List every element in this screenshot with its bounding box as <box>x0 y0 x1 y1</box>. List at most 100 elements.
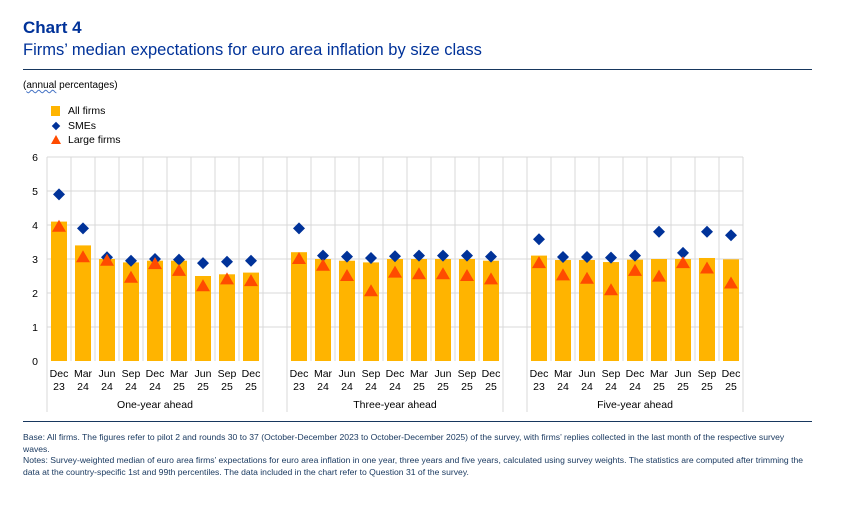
x-tick-label-month: Dec <box>722 368 741 380</box>
x-tick-label-year: 25 <box>653 381 665 393</box>
marker-smes <box>53 188 65 201</box>
marker-smes <box>461 249 473 262</box>
marker-large-firms <box>412 267 426 280</box>
x-tick-label-month: Dec <box>290 368 309 380</box>
x-tick-label-year: 24 <box>125 381 137 393</box>
footnotes: Base: All firms. The figures refer to pi… <box>23 432 813 478</box>
bar-all-firms <box>483 260 499 361</box>
marker-large-firms <box>76 250 90 263</box>
group-label: Three-year ahead <box>353 399 437 411</box>
marker-smes <box>365 251 377 264</box>
x-tick-label-year: 24 <box>77 381 89 393</box>
x-tick-label-month: Jun <box>675 368 692 380</box>
x-tick-label-year: 24 <box>605 381 617 393</box>
x-tick-label-month: Sep <box>602 368 621 380</box>
marker-large-firms <box>484 272 498 285</box>
marker-smes <box>677 246 689 259</box>
bar-all-firms <box>387 259 403 361</box>
bar-all-firms <box>315 259 331 361</box>
x-tick-label-month: Dec <box>530 368 549 380</box>
bar-all-firms <box>411 259 427 361</box>
x-tick-label-month: Sep <box>698 368 717 380</box>
y-tick-label: 1 <box>32 322 38 334</box>
bar-all-firms <box>51 221 67 361</box>
bar-all-firms <box>531 255 547 361</box>
bar-all-firms <box>699 257 715 361</box>
x-tick-label-year: 24 <box>629 381 641 393</box>
bar-all-firms <box>219 274 235 361</box>
marker-large-firms <box>628 263 642 276</box>
marker-large-firms <box>292 252 306 264</box>
marker-smes <box>125 254 137 267</box>
legend-label: Large firms <box>68 134 121 147</box>
chart-number: Chart 4 <box>23 18 82 37</box>
x-tick-label-month: Dec <box>242 368 261 380</box>
x-tick-label-year: 24 <box>101 381 113 393</box>
x-tick-label-month: Sep <box>458 368 477 380</box>
x-tick-label-year: 25 <box>725 381 737 393</box>
marker-large-firms <box>556 268 570 281</box>
x-tick-label-year: 23 <box>53 381 65 393</box>
bar-all-firms <box>123 262 139 361</box>
x-tick-label-month: Dec <box>482 368 501 380</box>
x-tick-label-year: 25 <box>437 381 449 393</box>
marker-large-firms <box>436 267 450 280</box>
x-tick-label-year: 25 <box>461 381 473 393</box>
y-tick-label: 6 <box>32 152 38 164</box>
marker-large-firms <box>100 253 114 266</box>
marker-smes <box>389 250 401 263</box>
x-tick-label-year: 25 <box>677 381 689 393</box>
footnote-base: Base: All firms. The figures refer to pi… <box>23 432 785 454</box>
marker-smes <box>437 249 449 262</box>
bar-all-firms <box>627 259 643 361</box>
marker-large-firms <box>652 269 666 282</box>
bar-all-firms <box>243 272 259 361</box>
units-prefix: ( <box>23 80 27 91</box>
x-tick-label-month: Sep <box>122 368 141 380</box>
marker-large-firms <box>172 263 186 276</box>
marker-smes <box>701 225 713 238</box>
x-tick-label-year: 24 <box>149 381 161 393</box>
marker-large-firms <box>244 274 258 287</box>
bar-all-firms <box>651 259 667 361</box>
y-tick-label: 0 <box>32 356 38 368</box>
x-tick-label-year: 25 <box>197 381 209 393</box>
bar-all-firms <box>579 260 595 361</box>
x-tick-label-year: 25 <box>245 381 257 393</box>
marker-smes <box>533 233 545 246</box>
title-divider <box>23 69 812 70</box>
marker-smes <box>557 250 569 263</box>
marker-large-firms <box>388 265 402 278</box>
x-tick-label-year: 23 <box>293 381 305 393</box>
x-tick-label-year: 25 <box>173 381 185 393</box>
x-tick-label-month: Dec <box>626 368 645 380</box>
x-tick-label-month: Mar <box>410 368 429 380</box>
triangle-icon <box>50 134 62 146</box>
x-tick-label-year: 25 <box>485 381 497 393</box>
y-tick-label: 3 <box>32 254 38 266</box>
bar-all-firms <box>435 259 451 361</box>
x-tick-label-year: 24 <box>557 381 569 393</box>
bar-all-firms <box>75 245 91 361</box>
x-tick-label-year: 24 <box>365 381 377 393</box>
marker-large-firms <box>460 269 474 281</box>
units-label: (annual percentages) <box>23 80 118 91</box>
marker-large-firms <box>220 272 234 285</box>
group-label: One-year ahead <box>117 399 193 411</box>
bar-all-firms <box>99 259 115 361</box>
bar-all-firms <box>723 259 739 361</box>
bar-all-firms <box>195 276 211 361</box>
y-tick-label: 4 <box>32 220 38 232</box>
marker-smes <box>293 222 305 235</box>
x-tick-label-month: Jun <box>99 368 116 380</box>
footer-divider <box>23 421 812 422</box>
marker-smes <box>629 249 641 262</box>
legend-label: SMEs <box>68 119 97 132</box>
marker-smes <box>653 225 665 238</box>
units-word: annual <box>26 80 57 91</box>
x-tick-label-year: 24 <box>317 381 329 393</box>
x-tick-label-year: 24 <box>341 381 353 393</box>
marker-smes <box>725 229 737 242</box>
footnote-notes: Notes: Survey-weighted median of euro ar… <box>23 455 804 477</box>
